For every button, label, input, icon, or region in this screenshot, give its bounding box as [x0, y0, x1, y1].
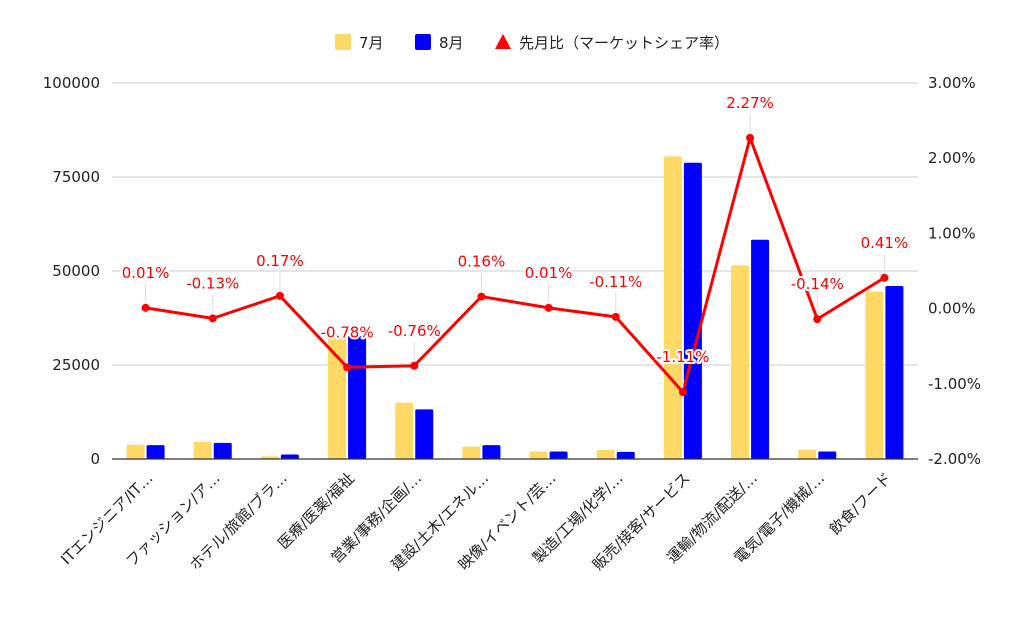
line-point — [544, 303, 553, 312]
legend-label: 先月比（マーケットシェア率） — [519, 34, 729, 52]
bar-aug — [482, 445, 501, 459]
left-tick-label: 0 — [90, 450, 100, 468]
market-share-line — [145, 136, 886, 394]
left-tick-label: 50000 — [52, 262, 100, 280]
bar-aug — [549, 451, 568, 459]
left-tick-label: 25000 — [52, 356, 100, 374]
data-label-halo: -1.11% — [656, 348, 709, 366]
bar-aug — [280, 454, 299, 459]
bar-jul — [865, 291, 884, 459]
data-label-halo: 0.01% — [122, 264, 170, 282]
left-tick-label: 75000 — [52, 168, 100, 186]
data-label: -0.14% — [791, 275, 844, 293]
line-point — [208, 314, 217, 323]
bar-aug — [885, 286, 904, 459]
data-label-halo: -0.14% — [791, 275, 844, 293]
line-point — [477, 292, 486, 301]
legend-swatch — [335, 34, 351, 50]
data-label: -0.11% — [589, 273, 642, 291]
right-axis-ticks: -2.00% -1.00% 0.00% 1.00% 2.00% 3.00% — [928, 74, 981, 468]
right-tick-label: 2.00% — [928, 149, 976, 167]
line-point — [678, 388, 687, 397]
data-labels: 0.01%0.01%-0.13%-0.13%0.17%0.17%-0.78%-0… — [120, 92, 910, 388]
data-label: -0.78% — [321, 323, 374, 341]
bar-aug — [415, 409, 434, 459]
data-label-halo: -0.76% — [388, 322, 441, 340]
data-label-halo: -0.78% — [321, 323, 374, 341]
line-point — [410, 361, 419, 370]
line-point — [611, 312, 620, 321]
bar-jul — [462, 446, 481, 459]
line-point — [141, 303, 150, 312]
gridlines — [112, 82, 918, 366]
line-point — [746, 133, 755, 142]
bar-jul — [260, 456, 279, 459]
category-label: 飲食/フード — [826, 469, 895, 538]
right-tick-label: 3.00% — [928, 74, 976, 92]
data-label: 2.27% — [726, 94, 774, 112]
legend-label: 8月 — [439, 34, 464, 52]
data-label: -0.76% — [388, 322, 441, 340]
data-label-halo: 0.17% — [256, 252, 304, 270]
category-labels: ITエンジニア/IT…ファッション/ア…ホテル/旅館/ブラ…医療/医薬/福祉営業… — [57, 469, 895, 574]
data-label: 0.41% — [861, 234, 909, 252]
line-point — [343, 363, 352, 372]
left-axis-ticks: 0 25000 50000 75000 100000 — [43, 74, 100, 468]
bar-jul — [126, 444, 145, 459]
data-label-halo: 2.27% — [726, 94, 774, 112]
line-series — [141, 133, 889, 397]
legend-marker-triangle — [495, 34, 511, 49]
data-label: -1.11% — [656, 348, 709, 366]
data-label-halo: 0.01% — [525, 264, 573, 282]
bar-jul — [328, 336, 347, 459]
bar-aug — [213, 442, 232, 459]
legend-swatch — [415, 34, 431, 50]
data-label: 0.01% — [122, 264, 170, 282]
bar-aug — [616, 451, 635, 459]
bar-jul — [596, 449, 615, 459]
line-point — [275, 291, 284, 300]
line-point — [813, 315, 822, 324]
bar-aug — [683, 162, 702, 459]
bar-jul — [395, 402, 414, 459]
data-label: 0.16% — [458, 253, 506, 271]
bar-aug — [818, 451, 837, 459]
bar-jul — [798, 449, 817, 459]
data-label: 0.01% — [525, 264, 573, 282]
data-label-halo: -0.11% — [589, 273, 642, 291]
right-tick-label: 1.00% — [928, 224, 976, 242]
bar-aug — [146, 445, 165, 459]
bar-jul — [663, 156, 682, 459]
data-label-halo: 0.41% — [861, 234, 909, 252]
bar-aug — [751, 239, 770, 459]
line-point — [880, 273, 889, 282]
data-label: 0.17% — [256, 252, 304, 270]
legend-label: 7月 — [359, 34, 384, 52]
right-tick-label: -2.00% — [928, 450, 981, 468]
bar-jul — [529, 451, 548, 459]
data-label-halo: -0.13% — [186, 274, 239, 292]
left-tick-label: 100000 — [43, 74, 100, 92]
bar-jul — [731, 265, 750, 459]
data-label: -0.13% — [186, 274, 239, 292]
data-label-halo: 0.16% — [458, 253, 506, 271]
legend: 7月 8月 先月比（マーケットシェア率） — [335, 34, 729, 52]
right-tick-label: 0.00% — [928, 300, 976, 318]
right-tick-label: -1.00% — [928, 375, 981, 393]
bar-aug — [348, 336, 367, 459]
bar-jul — [193, 441, 212, 459]
